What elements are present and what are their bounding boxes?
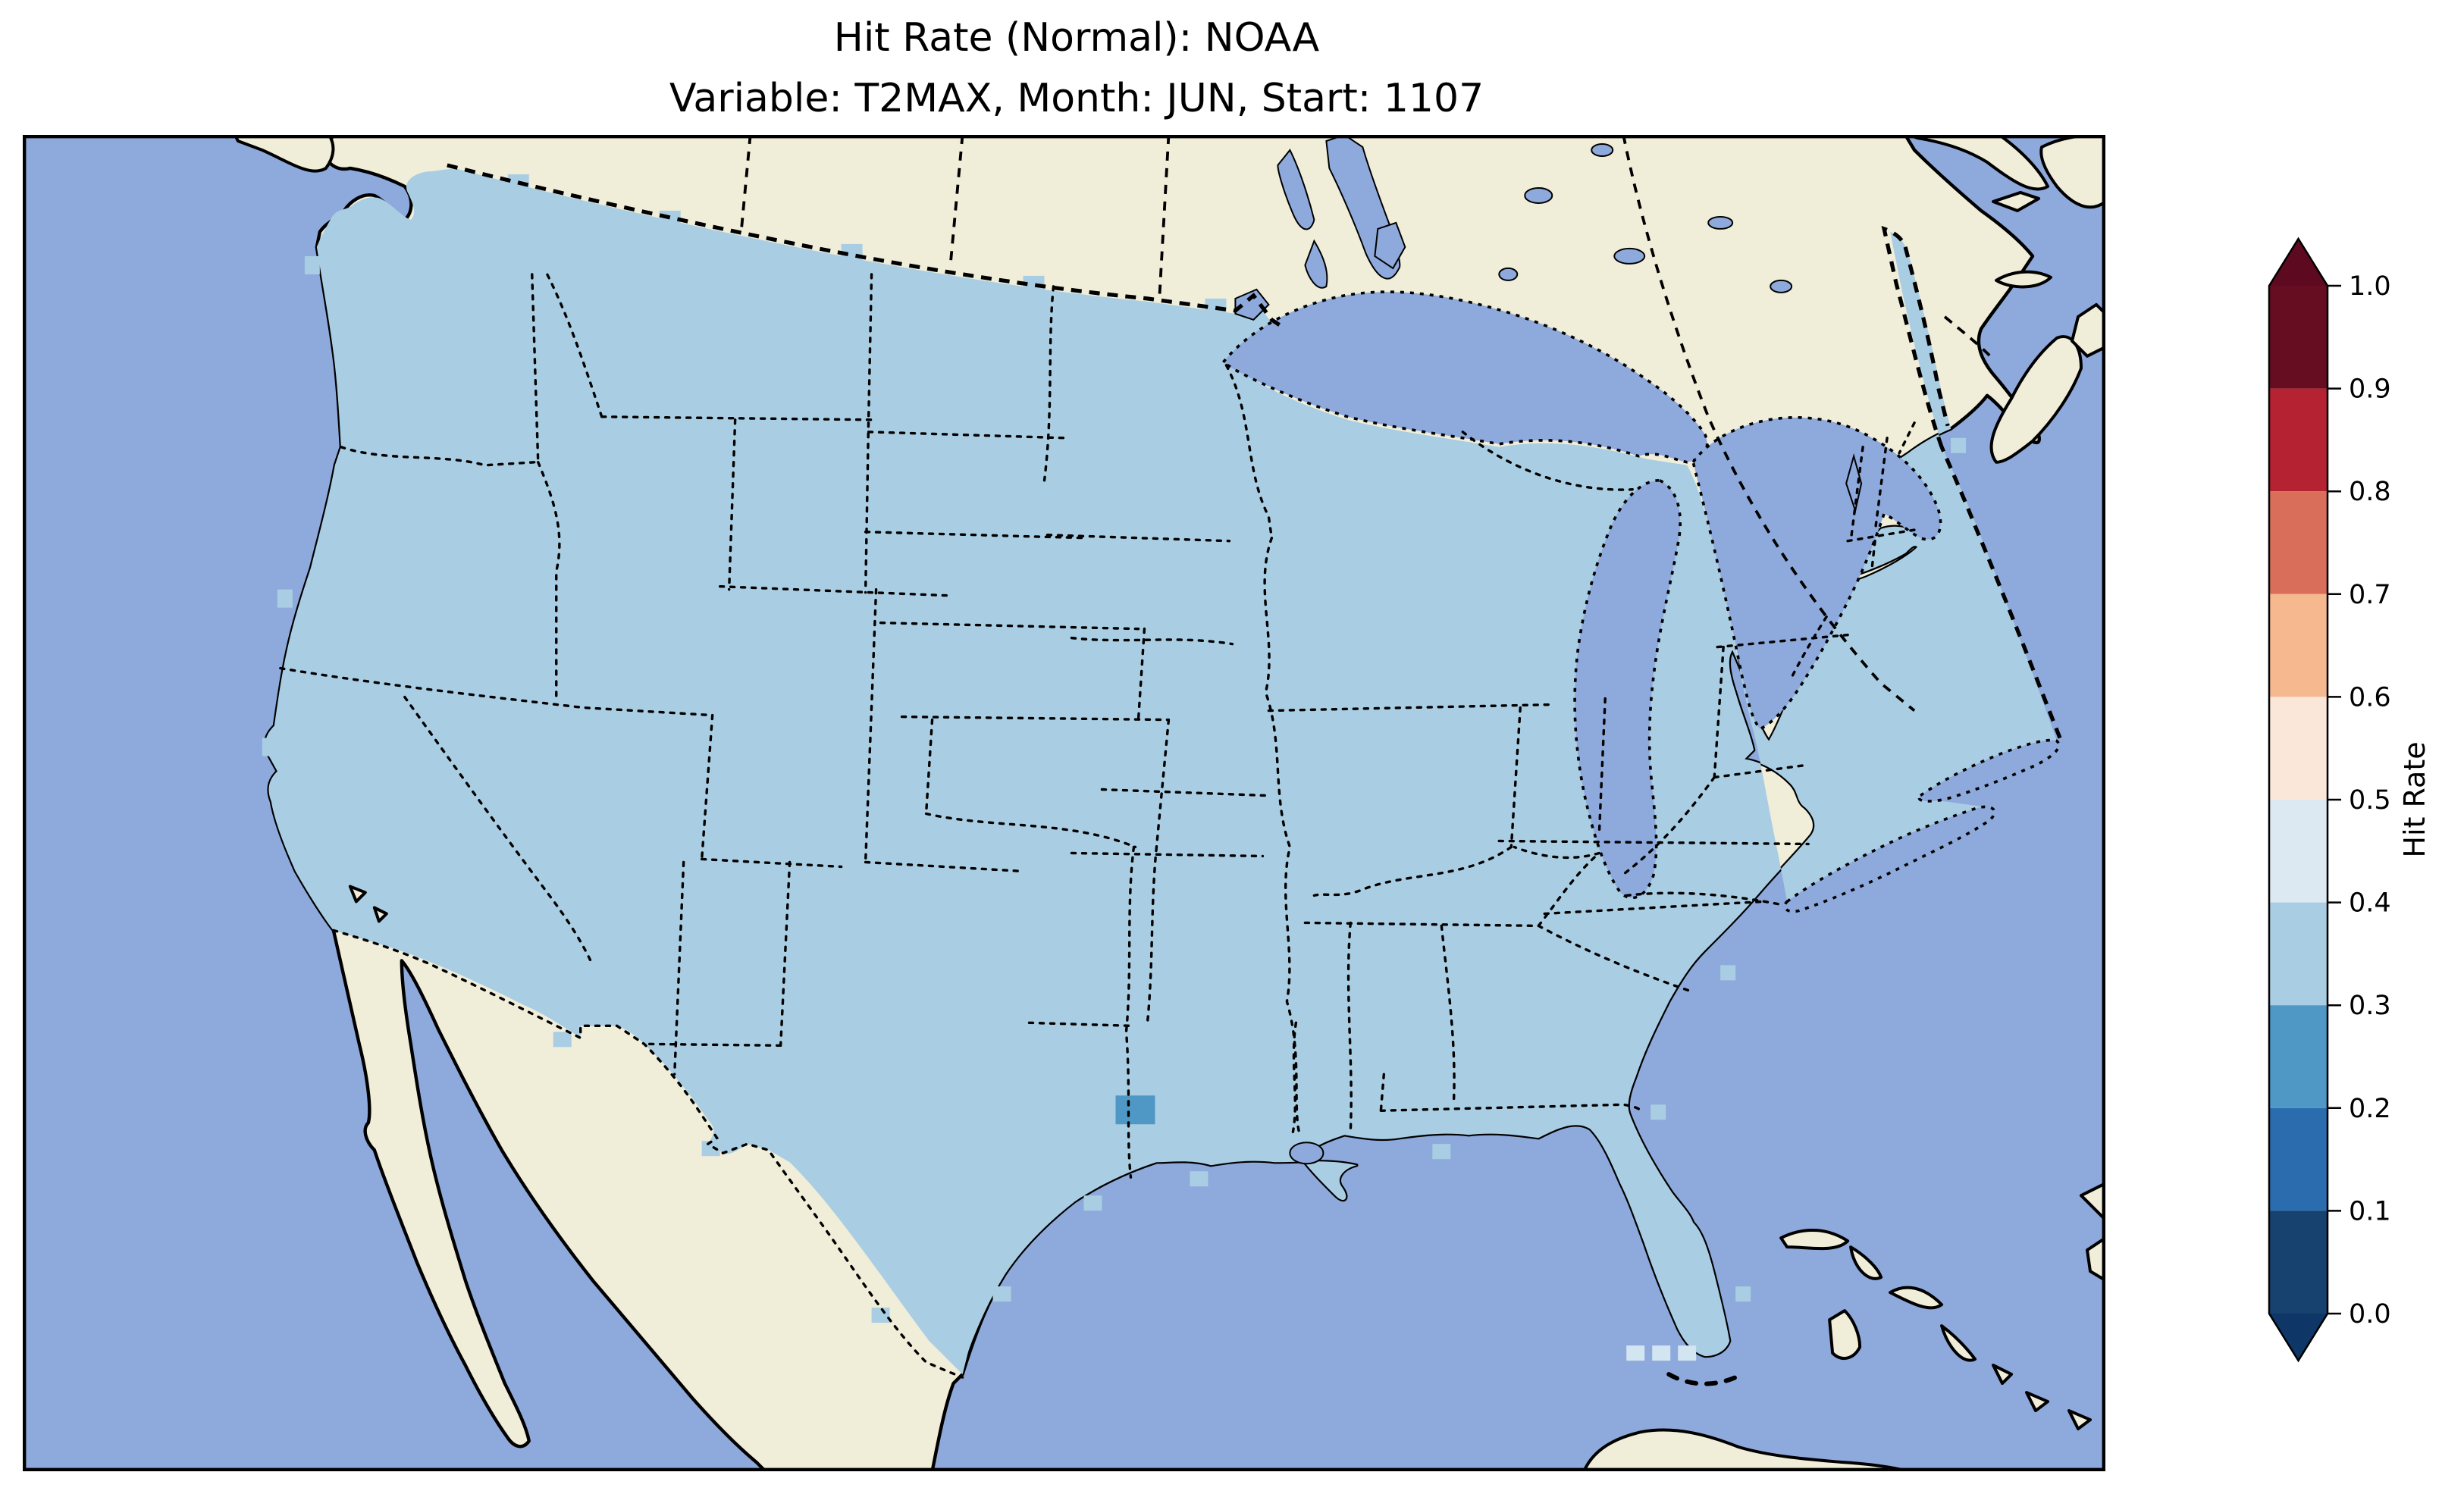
tick-0.0: 0.0 — [2349, 1299, 2391, 1330]
anticosti-island — [1992, 190, 2041, 212]
lake-ontario — [1917, 738, 2061, 803]
andros — [1828, 1309, 1862, 1361]
channel-island — [348, 885, 367, 904]
map-frame — [23, 135, 2105, 1471]
lake-manitoba — [1304, 239, 1328, 289]
grand-bahama — [1779, 1229, 1850, 1251]
us-hit-rate-map — [23, 135, 2105, 1471]
lake-huron — [1691, 415, 1942, 731]
cuba — [1582, 1428, 1911, 1471]
cape-breton — [2071, 302, 2105, 358]
us-mexico-border — [332, 929, 964, 1379]
prince-edward-island — [1995, 270, 2053, 289]
colorbar-tick-marks — [2328, 284, 2341, 1315]
title-line-2: Variable: T2MAX, Month: JUN, Start: 1107 — [669, 76, 1484, 121]
conus-hit-rate-fill — [265, 168, 2058, 1375]
tick-0.2: 0.2 — [2349, 1094, 2391, 1124]
low-hit-rate-cell-louisiana — [1115, 1095, 1155, 1125]
long-island-bahamas — [1940, 1324, 1977, 1362]
colorbar-under-arrow — [2269, 1314, 2328, 1361]
colorbar: 1.0 0.9 0.8 0.7 0.6 0.5 0.4 0.3 0.2 0.1 … — [2268, 236, 2431, 1363]
abaco — [1849, 1245, 1883, 1280]
islands — [233, 135, 2105, 1471]
lake-winnipegosis — [1277, 149, 1315, 230]
colorbar-tick-labels: 1.0 0.9 0.8 0.7 0.6 0.5 0.4 0.3 0.2 0.1 … — [2349, 271, 2391, 1330]
us-canada-border — [447, 163, 2062, 739]
figure-title: Hit Rate (Normal): NOAA Variable: T2MAX,… — [669, 8, 1484, 129]
lake-pontchartrain — [1289, 1142, 1324, 1165]
colorbar-segments — [2269, 239, 2328, 1361]
florida-keys — [1666, 1372, 1738, 1386]
canadian-lakes — [1234, 135, 1863, 1165]
colorbar-over-arrow — [2269, 239, 2328, 286]
vancouver-island — [233, 135, 335, 173]
high-hit-rate-cells-florida — [1626, 1345, 1697, 1361]
lake-erie — [1783, 805, 1996, 913]
tick-0.4: 0.4 — [2349, 888, 2391, 919]
tick-0.1: 0.1 — [2349, 1196, 2391, 1226]
tick-1.0: 1.0 — [2349, 271, 2391, 302]
tick-0.9: 0.9 — [2349, 374, 2391, 405]
title-line-1: Hit Rate (Normal): NOAA — [833, 15, 1320, 61]
tick-0.7: 0.7 — [2349, 580, 2391, 610]
tick-0.8: 0.8 — [2349, 477, 2391, 507]
eleuthera — [1889, 1286, 1944, 1310]
tick-0.6: 0.6 — [2349, 682, 2391, 713]
state-borders — [279, 273, 1922, 1179]
tick-0.5: 0.5 — [2349, 785, 2391, 816]
gaspe-north-shore — [1907, 135, 2050, 191]
colorbar-axis-label: Hit Rate — [2398, 741, 2431, 857]
lake-nipigon — [1374, 221, 1406, 270]
tick-0.3: 0.3 — [2349, 991, 2391, 1021]
